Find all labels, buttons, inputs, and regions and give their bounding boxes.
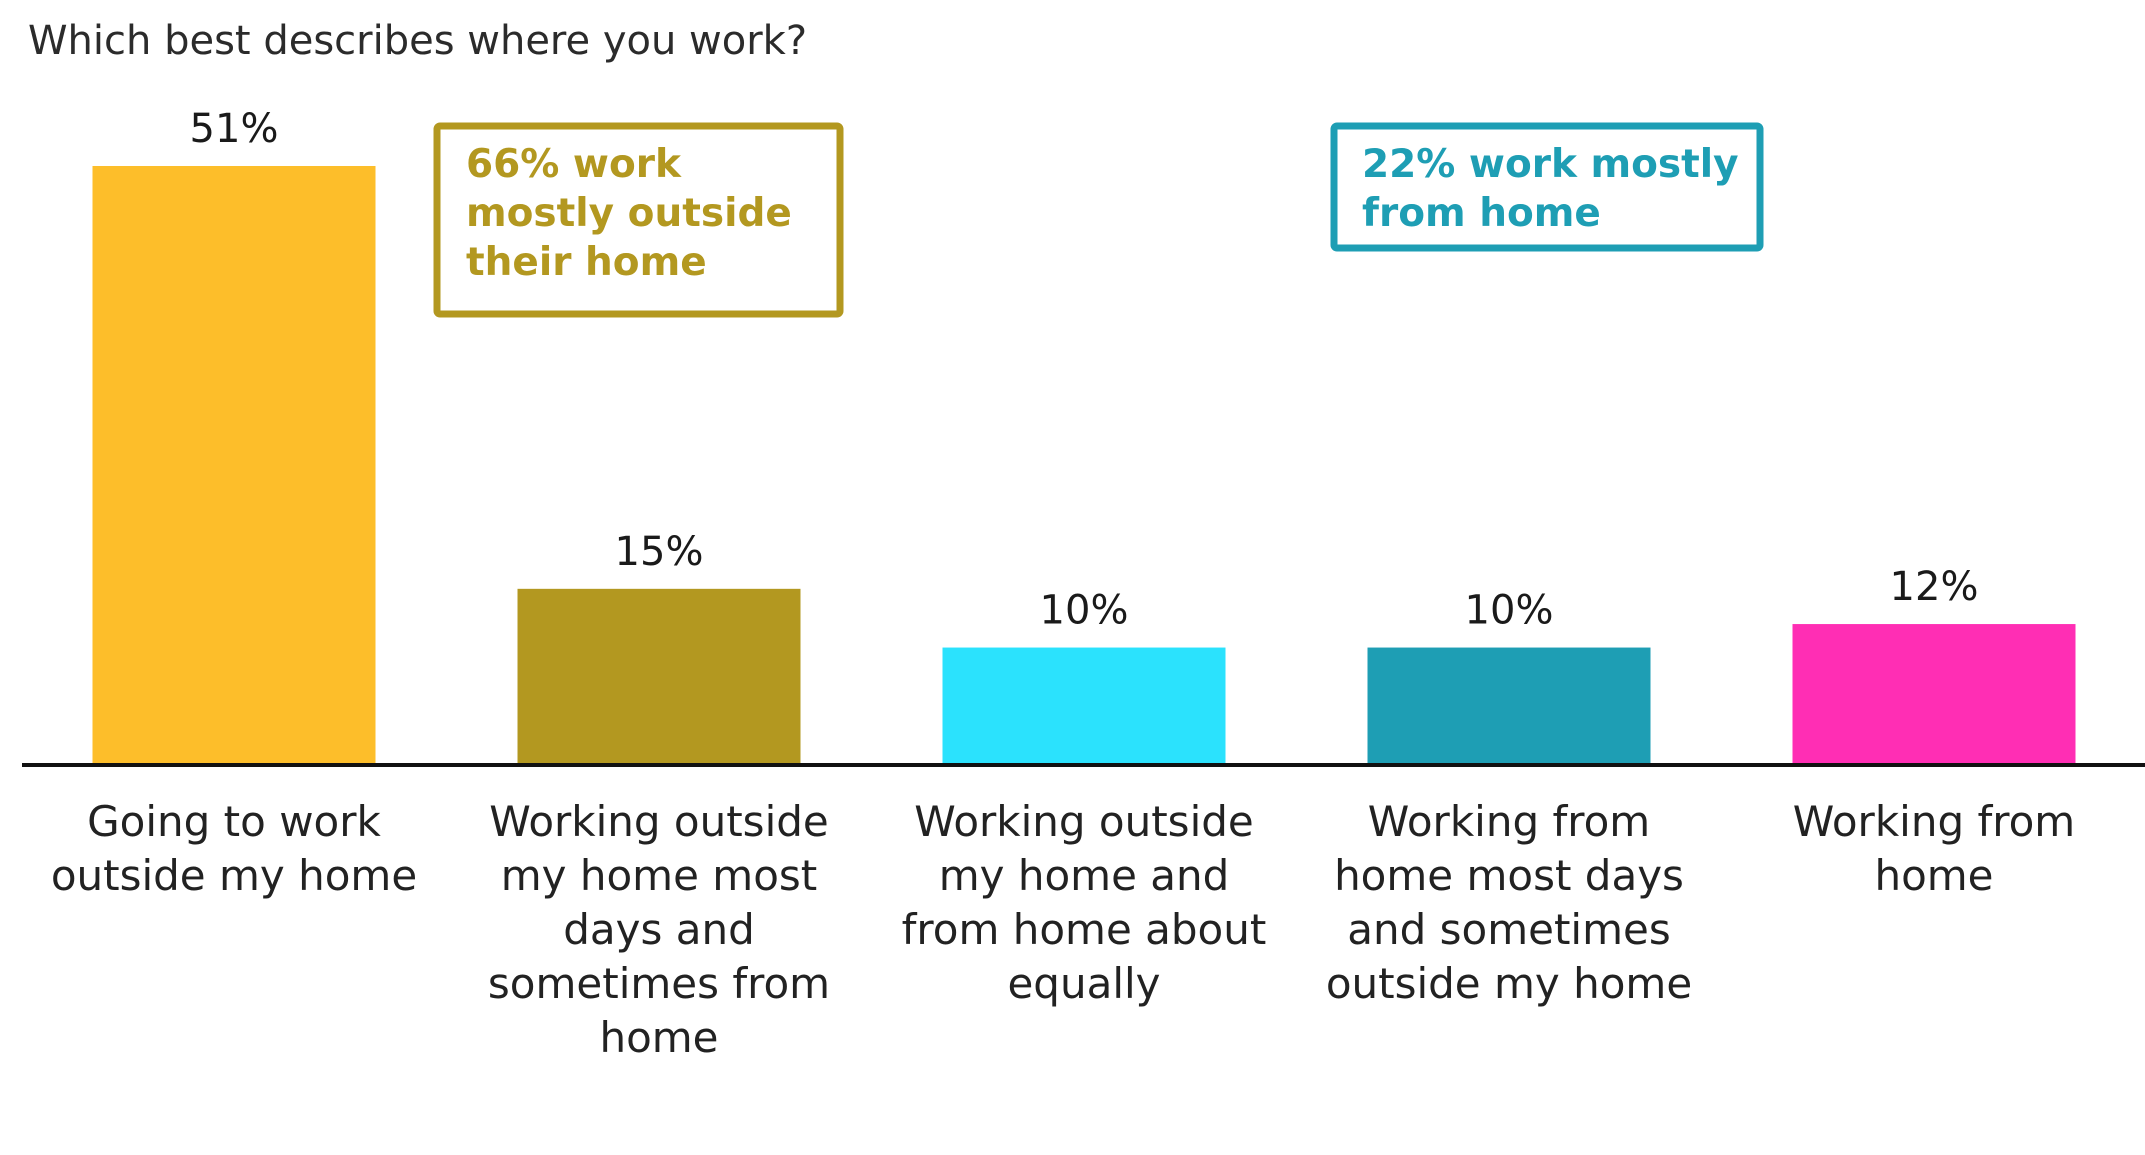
- annotation-line: 66% work: [466, 142, 682, 187]
- annotation-line: 22% work mostly: [1362, 142, 1739, 187]
- value-labels-layer: 51% 15% 10% 10% 12%: [190, 106, 1979, 634]
- category-label-3: Working outside my home and from home abou…: [902, 797, 1267, 1008]
- annotation-line: from home: [1362, 191, 1601, 236]
- value-label-4: 10%: [1465, 588, 1554, 634]
- category-label-line: days and: [563, 905, 755, 954]
- category-label-line: Going to work: [87, 797, 381, 846]
- bar-5: [1792, 624, 2076, 765]
- category-label-line: equally: [1007, 959, 1160, 1008]
- category-label-line: from home about: [902, 905, 1267, 954]
- category-label-line: my home and: [939, 851, 1230, 900]
- category-label-5: Working from home: [1793, 797, 2075, 900]
- category-label-line: outside my home: [51, 851, 417, 900]
- annotation-text-2: 22% work mostly from home: [1362, 142, 1739, 236]
- bar-3: [942, 647, 1226, 765]
- annotation-line: mostly outside: [466, 191, 792, 236]
- annotation-box-2: [1330, 122, 1764, 252]
- category-label-line: Working outside: [914, 797, 1254, 846]
- annotations-layer: 66% work mostly outside their home 22% work…: [433, 122, 1764, 318]
- bar-2: [517, 588, 801, 765]
- category-label-line: Working from: [1368, 797, 1650, 846]
- category-label-4: Working from home most days and sometimes o…: [1326, 797, 1692, 1008]
- category-label-line: and sometimes: [1347, 905, 1670, 954]
- annotation-text-1: 66% work mostly outside their home: [466, 142, 792, 285]
- category-label-line: home: [599, 1013, 718, 1062]
- category-label-line: home: [1874, 851, 1993, 900]
- chart-title: Which best describes where you work?: [28, 18, 807, 64]
- category-label-line: my home most: [501, 851, 818, 900]
- category-label-line: outside my home: [1326, 959, 1692, 1008]
- category-label-line: Working from: [1793, 797, 2075, 846]
- value-label-2: 15%: [615, 529, 704, 575]
- category-label-line: sometimes from: [488, 959, 830, 1008]
- category-label-line: Working outside: [489, 797, 829, 846]
- bars-layer: [92, 166, 2076, 765]
- value-label-5: 12%: [1890, 564, 1979, 610]
- value-label-1: 51%: [190, 106, 279, 152]
- value-label-3: 10%: [1040, 588, 1129, 634]
- annotation-line: their home: [466, 240, 707, 285]
- bar-1: [92, 166, 376, 765]
- category-label-2: Working outside my home most days and somet…: [488, 797, 830, 1062]
- category-label-line: home most days: [1334, 851, 1684, 900]
- annotation-box-1: [433, 122, 844, 318]
- bar-4: [1367, 647, 1651, 765]
- category-label-1: Going to work outside my home: [51, 797, 417, 900]
- category-labels-layer: Going to work outside my home Working outs…: [51, 797, 2075, 1062]
